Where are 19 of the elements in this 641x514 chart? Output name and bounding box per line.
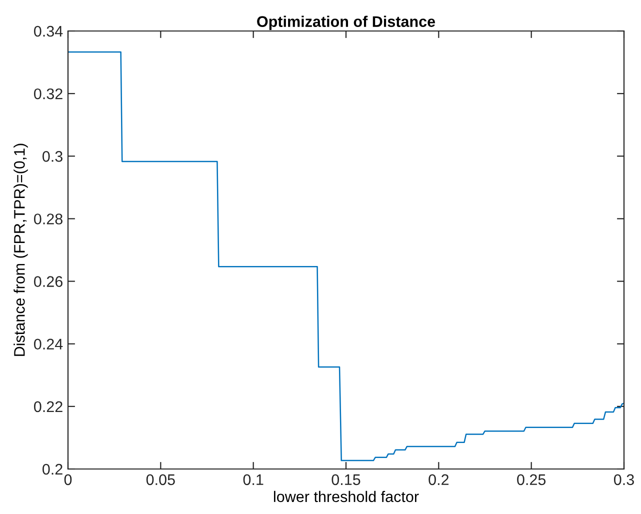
x-tick-label: 0.25 [517,474,546,486]
x-tick-label: 0.05 [146,474,175,486]
y-tick-label: 0.34 [34,26,63,37]
y-tick-label: 0.26 [34,276,62,287]
y-tick-label: 0.28 [34,214,62,224]
y-tick-label: 0.24 [34,338,63,350]
y-tick-label: 0.2 [42,464,62,475]
line-series [68,51,624,462]
y-tick-label: 0.3 [42,151,62,162]
y-tick-label: 0.32 [34,88,62,100]
x-tick-label: 0.3 [614,474,634,486]
x-axis-title: lower threshold factor [274,490,419,502]
x-tick-label: 0.2 [428,474,449,486]
x-tick-label: 0 [64,474,72,486]
y-axis-title: Distance from (FPR,TPR)=(0,1) [14,144,28,356]
chart-title: Optimization of Distance [257,16,436,30]
x-tick-label: 0.1 [243,474,264,486]
x-tick-label: 0.15 [332,474,360,486]
y-tick-label: 0.22 [34,401,62,412]
